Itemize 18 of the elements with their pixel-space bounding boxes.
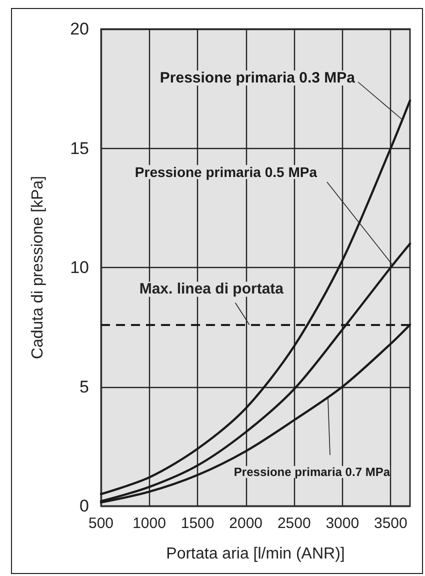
x-tick-label: 1000 <box>132 515 166 532</box>
y-axis-title: Caduta di pressione [kPa] <box>30 176 46 360</box>
x-tick-label: 1500 <box>180 515 214 532</box>
x-axis-title: Portata aria [l/min (ANR)] <box>166 546 345 562</box>
y-tick-label: 5 <box>80 377 89 396</box>
x-tick-label: 3000 <box>326 515 360 532</box>
y-tick-label: 15 <box>70 138 89 158</box>
y-tick-label: 20 <box>70 20 89 38</box>
x-tick-label: 500 <box>88 515 114 532</box>
text: Pressione primaria 0.3 MPa <box>160 70 356 86</box>
y-tick-label: 0 <box>80 496 89 516</box>
text: Pressione primaria 0.5 MPa <box>134 164 318 180</box>
y-tick-label: 10 <box>70 258 89 277</box>
x-tick-label: 3500 <box>374 515 408 532</box>
series-label: Pressione primaria 0.7 MPa <box>234 465 390 479</box>
ref-line-label: Max. linea di portata <box>139 280 284 298</box>
x-tick-label: 2500 <box>277 515 311 532</box>
x-tick-label: 2000 <box>229 515 263 532</box>
